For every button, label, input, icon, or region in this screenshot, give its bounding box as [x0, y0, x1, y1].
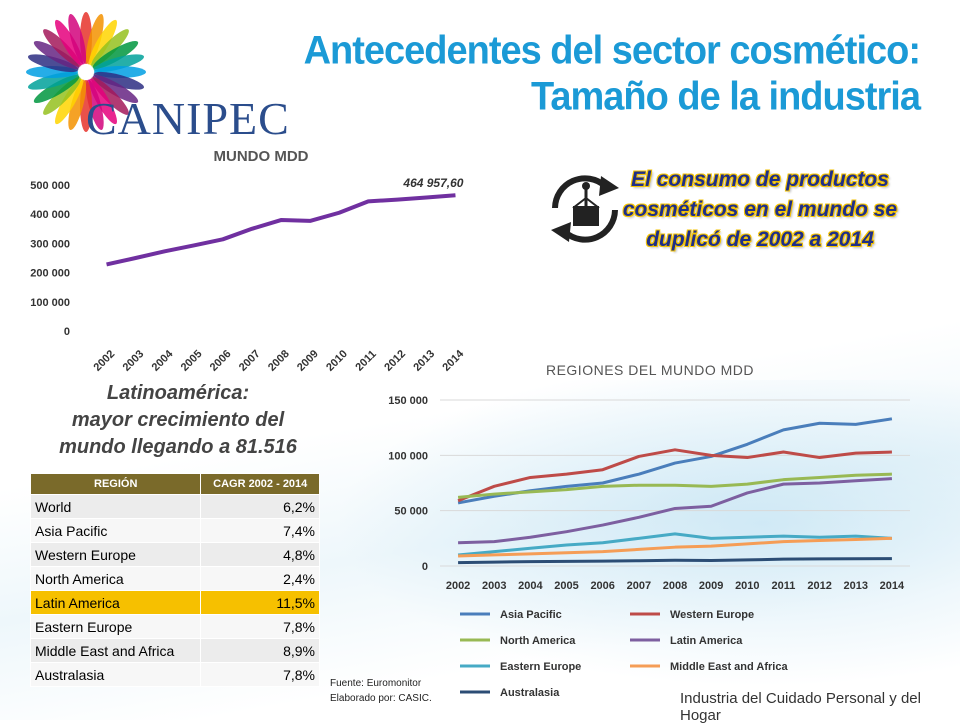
x-tick-label: 2012 — [807, 580, 831, 592]
cell-cagr: 6,2% — [201, 495, 320, 519]
x-tick-label: 2007 — [627, 580, 651, 592]
x-tick-label: 2011 — [772, 580, 796, 592]
legend-label: Middle East and Africa — [670, 661, 788, 673]
world-series-line — [107, 195, 456, 264]
cell-cagr: 2,4% — [201, 567, 320, 591]
y-tick-label: 0 — [64, 326, 70, 338]
callout-text: El consumo de productos cosméticos en el… — [610, 165, 910, 255]
x-tick-label: 2004 — [150, 347, 176, 373]
series-line — [458, 538, 892, 556]
legend-label: Asia Pacific — [500, 609, 562, 621]
x-tick-label: 2003 — [121, 348, 147, 374]
cell-region: Eastern Europe — [31, 615, 201, 639]
cell-cagr: 8,9% — [201, 639, 320, 663]
latam-note: Latinoamérica: mayor crecimiento del mun… — [28, 380, 328, 461]
page-title: Antecedentes del sector cosmético: — [304, 29, 920, 74]
footer-text: Industria del Cuidado Personal y del Hog… — [680, 690, 960, 724]
x-tick-label: 2003 — [482, 580, 506, 592]
regions-chart: REGIONES DEL MUNDO MDD 0 50 000 100 000 150 … — [340, 355, 940, 715]
series-line — [458, 559, 892, 563]
cell-region: Latin America — [31, 591, 201, 615]
cell-cagr: 7,4% — [201, 519, 320, 543]
y-tick-label: 50 000 — [394, 506, 428, 518]
cell-region: World — [31, 495, 201, 519]
x-tick-label: 2006 — [208, 348, 234, 374]
legend-label: Australasia — [500, 687, 560, 699]
world-value-label: 464 957,60 — [402, 176, 463, 190]
cell-region: North America — [31, 567, 201, 591]
x-tick-label: 2002 — [446, 580, 470, 592]
y-tick-label: 200 000 — [30, 268, 70, 280]
legend-label: Eastern Europe — [500, 661, 581, 673]
cell-cagr: 7,8% — [201, 615, 320, 639]
cell-cagr: 4,8% — [201, 543, 320, 567]
x-tick-label: 2004 — [518, 580, 543, 592]
series-line — [458, 474, 892, 497]
y-tick-label: 100 000 — [388, 450, 428, 462]
cell-region: Middle East and Africa — [31, 639, 201, 663]
source-note: Fuente: Euromonitor Elaborado por: CASIC… — [330, 676, 432, 706]
source-line: Fuente: Euromonitor — [330, 676, 432, 691]
y-tick-label: 0 — [422, 561, 428, 573]
table-header-region: REGIÓN — [31, 474, 201, 495]
x-tick-label: 2002 — [92, 348, 118, 374]
y-tick-label: 300 000 — [30, 238, 70, 250]
cell-region: Australasia — [31, 663, 201, 687]
world-chart-title: MUNDO MDD — [214, 148, 309, 165]
cell-region: Western Europe — [31, 543, 201, 567]
cell-region: Asia Pacific — [31, 519, 201, 543]
x-tick-label: 2009 — [295, 348, 321, 374]
x-tick-label: 2014 — [880, 580, 905, 592]
x-tick-label: 2013 — [844, 580, 868, 592]
y-tick-label: 150 000 — [388, 395, 428, 407]
x-tick-label: 2006 — [590, 580, 614, 592]
series-line — [458, 419, 892, 503]
y-tick-label: 400 000 — [30, 209, 70, 221]
legend-label: Latin America — [670, 635, 743, 647]
x-tick-label: 2008 — [266, 348, 292, 374]
y-tick-label: 500 000 — [30, 180, 70, 192]
author-line: Elaborado por: CASIC. — [330, 691, 432, 706]
x-tick-label: 2009 — [699, 580, 723, 592]
x-tick-label: 2007 — [237, 348, 263, 374]
x-tick-label: 2005 — [554, 580, 578, 592]
table-header-cagr: CAGR 2002 - 2014 — [201, 474, 320, 495]
latam-line3: mundo llegando a 81.516 — [28, 434, 328, 461]
latam-line2: mayor crecimiento del — [28, 407, 328, 434]
world-chart: MUNDO MDD 0 100 000 200 000 300 000 400 000 50… — [0, 135, 510, 380]
x-tick-label: 2008 — [663, 580, 687, 592]
latam-line1: Latinoamérica: — [28, 380, 328, 407]
x-tick-label: 2005 — [179, 348, 205, 374]
x-tick-label: 2010 — [735, 580, 759, 592]
y-tick-label: 100 000 — [30, 297, 70, 309]
cell-cagr: 11,5% — [201, 591, 320, 615]
legend-label: North America — [500, 635, 576, 647]
regions-chart-title: REGIONES DEL MUNDO MDD — [546, 362, 754, 378]
legend-label: Western Europe — [670, 609, 754, 621]
page-subtitle: Tamaño de la industria — [531, 75, 920, 120]
cell-cagr: 7,8% — [201, 663, 320, 687]
